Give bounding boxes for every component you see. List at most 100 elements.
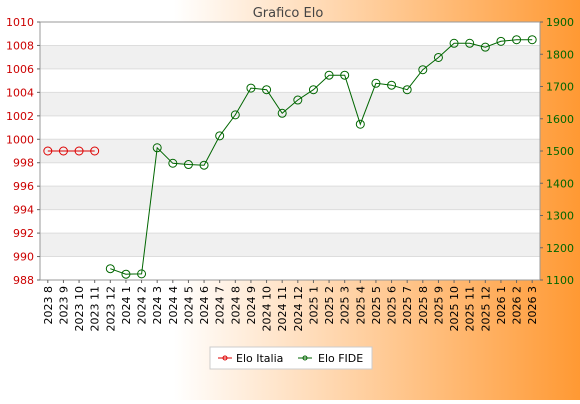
data-point: [137, 269, 147, 279]
left-tick-label: 994: [13, 204, 34, 217]
x-tick-label: 2026 1: [495, 286, 508, 325]
data-point: [293, 95, 303, 105]
grid-band: [40, 233, 540, 257]
right-tick-label: 1300: [546, 210, 574, 223]
data-point: [527, 35, 537, 45]
left-tick-label: 996: [13, 180, 34, 193]
left-tick-label: 1010: [6, 16, 34, 29]
x-tick-label: 2025 5: [370, 286, 383, 325]
grid-band: [40, 186, 540, 210]
data-point: [480, 42, 490, 52]
data-point: [105, 264, 115, 274]
x-tick-label: 2023 9: [57, 286, 70, 325]
left-tick-label: 992: [13, 227, 34, 240]
legend-marker-italia: [222, 355, 228, 361]
x-tick-label: 2025 12: [479, 286, 492, 332]
x-tick-label: 2025 2: [323, 286, 336, 325]
data-point: [512, 35, 522, 45]
x-tick-label: 2024 12: [292, 286, 305, 332]
right-tick-label: 1800: [546, 48, 574, 61]
left-tick-label: 1008: [6, 39, 34, 52]
x-tick-label: 2024 10: [261, 286, 274, 332]
right-tick-label: 1500: [546, 145, 574, 158]
data-point: [449, 38, 459, 48]
x-tick-label: 2024 9: [245, 286, 258, 325]
x-tick-label: 2025 9: [432, 286, 445, 325]
x-tick-label: 2024 4: [167, 286, 180, 325]
x-tick-label: 2025 1: [307, 286, 320, 325]
right-tick-label: 1100: [546, 274, 574, 287]
data-point: [308, 85, 318, 95]
x-tick-label: 2023 12: [104, 286, 117, 332]
x-tick-label: 2025 4: [354, 286, 367, 325]
left-tick-label: 1000: [6, 133, 34, 146]
data-point: [230, 110, 240, 120]
legend-box: [209, 346, 373, 370]
data-point: [74, 146, 84, 156]
left-tick-label: 1006: [6, 63, 34, 76]
x-tick-label: 2024 5: [182, 286, 195, 325]
right-tick-label: 1200: [546, 242, 574, 255]
right-tick-label: 1700: [546, 81, 574, 94]
x-tick-label: 2023 10: [73, 286, 86, 332]
x-tick-label: 2026 3: [526, 286, 539, 325]
x-tick-label: 2024 7: [214, 286, 227, 325]
x-tick-label: 2025 10: [448, 286, 461, 332]
left-tick-label: 998: [13, 157, 34, 170]
x-tick-label: 2024 2: [136, 286, 149, 325]
legend: Elo Italia Elo FIDE: [209, 346, 373, 370]
right-tick-label: 1400: [546, 177, 574, 190]
chart-title: Grafico Elo: [253, 6, 324, 21]
grid-band: [40, 92, 540, 116]
x-tick-label: 2025 11: [464, 286, 477, 332]
data-point: [246, 83, 256, 93]
grid-band: [40, 45, 540, 69]
data-point: [371, 78, 381, 88]
grid-band: [40, 139, 540, 163]
x-tick-label: 2025 3: [339, 286, 352, 325]
data-point: [183, 160, 193, 170]
left-tick-label: 1002: [6, 110, 34, 123]
x-tick-label: 2024 3: [151, 286, 164, 325]
data-point: [121, 269, 131, 279]
left-tick-label: 988: [13, 274, 34, 287]
left-tick-label: 990: [13, 251, 34, 264]
series-line-1: [110, 39, 533, 275]
right-tick-label: 1600: [546, 113, 574, 126]
data-point: [43, 146, 53, 156]
x-tick-label: 2024 11: [276, 286, 289, 332]
x-tick-label: 2023 8: [42, 286, 55, 325]
left-tick-label: 1004: [6, 86, 34, 99]
data-point: [387, 80, 397, 90]
data-point: [465, 38, 475, 48]
data-point: [90, 146, 100, 156]
x-tick-label: 2025 8: [417, 286, 430, 325]
data-point: [433, 52, 443, 62]
data-point: [152, 143, 162, 153]
legend-label-fide: Elo FIDE: [318, 352, 363, 365]
x-tick-label: 2024 6: [198, 286, 211, 325]
data-point: [58, 146, 68, 156]
data-point: [496, 36, 506, 46]
data-point: [340, 70, 350, 80]
x-tick-label: 2025 6: [386, 286, 399, 325]
data-point: [277, 108, 287, 118]
x-tick-label: 2025 7: [401, 286, 414, 325]
data-point: [199, 160, 209, 170]
data-point: [168, 158, 178, 168]
data-point: [402, 85, 412, 95]
data-point: [355, 119, 365, 129]
right-tick-label: 1900: [546, 16, 574, 29]
x-tick-label: 2026 2: [511, 286, 524, 325]
x-tick-label: 2024 8: [229, 286, 242, 325]
x-tick-label: 2024 1: [120, 286, 133, 325]
data-point: [324, 70, 334, 80]
x-tick-label: 2023 11: [89, 286, 102, 332]
legend-label-italia: Elo Italia: [236, 352, 283, 365]
data-point: [215, 131, 225, 141]
legend-marker-fide: [302, 355, 308, 361]
data-point: [418, 65, 428, 75]
data-point: [262, 85, 272, 95]
